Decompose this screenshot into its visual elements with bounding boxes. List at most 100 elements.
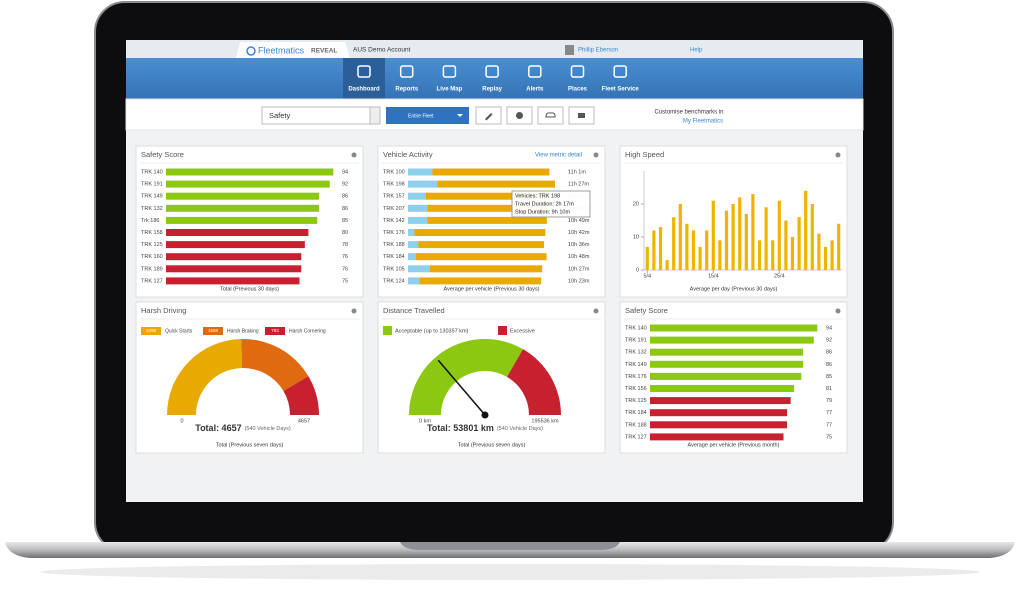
column (757, 240, 762, 270)
edit-icon (485, 113, 493, 121)
bar (166, 204, 320, 212)
panel-title: Safety Score (625, 306, 668, 315)
row-label: TRK 149 (625, 362, 647, 368)
row-label: TRK 124 (383, 278, 405, 284)
bar (650, 409, 788, 417)
tooltip (511, 190, 591, 218)
bar (650, 348, 804, 356)
nav-item[interactable]: Fleet Service (602, 87, 640, 93)
total-label: 10h 23m (568, 278, 590, 284)
legend-swatch (265, 327, 285, 335)
panel (135, 301, 364, 454)
top-bar (126, 40, 863, 58)
user[interactable]: Phillip Eberson (578, 48, 618, 54)
row-label: TRK 184 (625, 410, 647, 416)
needle (437, 359, 486, 416)
bar (650, 324, 818, 332)
range-max: 4657 (298, 418, 310, 424)
column (830, 240, 834, 270)
panel-title: Distance Travelled (383, 306, 445, 315)
row-label: TRK 140 (141, 169, 163, 175)
panel (377, 301, 606, 454)
bar (650, 372, 802, 380)
settings-icon[interactable] (351, 308, 357, 314)
x-tick-label: 15/4 (708, 273, 719, 279)
column (751, 194, 755, 270)
add-icon (516, 112, 523, 119)
y-tick-label: 20 (633, 201, 639, 207)
settings-icon[interactable] (351, 152, 357, 158)
bar-segment (425, 192, 550, 200)
column (738, 197, 742, 270)
nav-item[interactable]: Alerts (526, 87, 544, 93)
value-label: 75 (826, 434, 832, 440)
benchmark-link[interactable]: My Fleetmatics (683, 119, 723, 125)
value-label: 86 (342, 194, 348, 200)
value-label: 86 (826, 362, 832, 368)
row-label: TRK 132 (141, 206, 163, 212)
bar-segment (408, 277, 420, 285)
value-label: 94 (342, 169, 348, 175)
value-label: 76 (342, 266, 348, 272)
panel-footer: Total (Previous seven days) (216, 442, 284, 448)
settings-icon[interactable] (593, 308, 599, 314)
value-label: 78 (342, 242, 348, 248)
nav-item[interactable]: Live Map (437, 87, 463, 93)
logo: Fleetmatics (258, 45, 305, 55)
column (691, 230, 696, 270)
row-label: TRK 156 (625, 386, 647, 392)
nav-item[interactable]: Reports (395, 87, 418, 93)
value-label: 75 (342, 278, 348, 284)
logo-tab (236, 42, 350, 58)
bar (166, 265, 302, 273)
legend-swatch (498, 326, 507, 335)
bar-segment (408, 265, 430, 273)
total-value: Total: 4657 (195, 423, 241, 433)
bar (166, 192, 320, 200)
nav-item[interactable]: Replay (482, 87, 502, 93)
bar (650, 336, 814, 344)
fleet-button-text: Entire Fleet (408, 113, 434, 119)
nav-icon (442, 65, 457, 78)
total-label: 11h 1m (568, 169, 586, 175)
fleet-button[interactable] (386, 107, 469, 124)
row-label: TRK 189 (141, 266, 163, 272)
column (665, 260, 669, 270)
bar-segment (429, 265, 543, 273)
legend-label: Excessive (510, 328, 535, 334)
metric-link[interactable]: View metric detail (535, 153, 582, 159)
panel-footer: Average per vehicle (Previous 30 days) (444, 286, 540, 292)
settings-icon[interactable] (593, 152, 599, 158)
needle-hub (481, 411, 489, 419)
download-button[interactable] (537, 106, 564, 125)
product: REVEAL (311, 48, 337, 55)
column (685, 223, 689, 270)
settings-icon[interactable] (835, 152, 841, 158)
y-tick-label: 0 (636, 267, 639, 273)
row-label: TRK 188 (625, 422, 647, 428)
nav-bar (126, 58, 863, 99)
total: Total: 4657 (540 Vehicle Days) (195, 423, 291, 433)
fleet-arrow (457, 114, 463, 117)
value-label: 81 (826, 386, 832, 392)
nav-item[interactable]: Dashboard (348, 87, 380, 93)
gauge-segment (283, 376, 319, 415)
select-arrow (369, 106, 381, 125)
bar (166, 180, 330, 188)
total-label: 10h 27m (568, 266, 590, 272)
row-label: TRK 191 (141, 182, 163, 188)
row-label: TRK 149 (141, 194, 163, 200)
bar (650, 421, 788, 429)
column (837, 223, 841, 270)
bar (166, 241, 305, 249)
column (744, 213, 748, 270)
bar-segment (408, 229, 415, 236)
column (817, 233, 821, 270)
bar-segment (414, 229, 546, 236)
settings-icon[interactable] (835, 308, 841, 314)
row-label: TRK 160 (141, 254, 163, 260)
nav-item[interactable]: Places (568, 87, 588, 93)
panel-footer: Total (Previous 30 days) (220, 286, 279, 292)
help[interactable]: Help (690, 48, 703, 54)
